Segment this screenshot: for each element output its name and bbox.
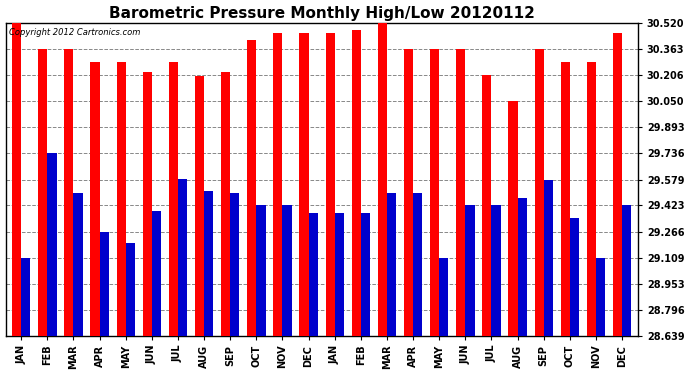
Bar [491,206,501,336]
Bar [509,101,518,336]
Bar [570,217,579,336]
Bar [387,193,396,336]
Bar [456,49,465,336]
Bar [535,49,544,336]
Bar [73,193,83,336]
Bar [352,30,361,336]
Bar [561,62,570,336]
Bar [430,49,440,336]
Bar [282,206,292,336]
Title: Barometric Pressure Monthly High/Low 20120112: Barometric Pressure Monthly High/Low 201… [109,6,535,21]
Bar [230,193,239,336]
Bar [195,76,204,336]
Bar [90,62,99,336]
Bar [404,49,413,336]
Bar [257,206,266,336]
Bar [38,49,48,336]
Bar [596,258,605,336]
Bar [413,193,422,336]
Bar [308,213,318,336]
Bar [204,191,213,336]
Bar [178,179,187,336]
Bar [48,153,57,336]
Bar [152,211,161,336]
Bar [99,232,109,336]
Bar [273,33,282,336]
Bar [613,33,622,336]
Bar [64,49,73,336]
Bar [465,206,475,336]
Bar [335,213,344,336]
Bar [247,40,257,336]
Bar [361,213,370,336]
Bar [518,198,526,336]
Bar [326,33,335,336]
Bar [378,20,387,336]
Bar [126,243,135,336]
Bar [622,206,631,336]
Bar [482,75,491,336]
Bar [12,23,21,336]
Bar [21,258,30,336]
Bar [440,258,449,336]
Bar [169,62,178,336]
Bar [143,72,152,336]
Bar [587,62,596,336]
Bar [117,62,126,336]
Text: Copyright 2012 Cartronics.com: Copyright 2012 Cartronics.com [9,28,140,37]
Bar [221,72,230,336]
Bar [544,180,553,336]
Bar [299,33,308,336]
